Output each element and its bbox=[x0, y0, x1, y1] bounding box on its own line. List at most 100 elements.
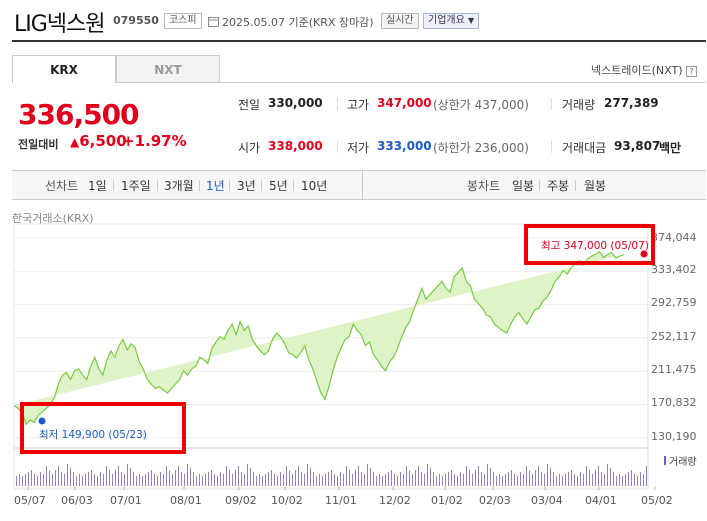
volume-bar bbox=[406, 466, 407, 486]
market-badge: 코스피 bbox=[164, 13, 202, 29]
line-chart-label: 선차트 bbox=[45, 179, 79, 193]
volume-bar bbox=[487, 464, 488, 486]
period-1w[interactable]: 1주일 bbox=[121, 179, 151, 193]
period-5y[interactable]: 5년 bbox=[269, 179, 288, 193]
header-divider bbox=[12, 40, 706, 42]
volume-bar bbox=[178, 466, 179, 486]
volume-bar bbox=[565, 474, 566, 486]
volume-bar bbox=[520, 472, 521, 486]
volume-bar bbox=[289, 470, 290, 486]
period-3m[interactable]: 3개월 bbox=[164, 179, 194, 193]
period-3y[interactable]: 3년 bbox=[237, 179, 256, 193]
period-bar-divider bbox=[362, 170, 363, 200]
volume-bar bbox=[223, 474, 224, 486]
volume-bar bbox=[430, 468, 431, 486]
change-amount: 6,500 bbox=[79, 132, 127, 150]
candle-chart-label: 봉차트 bbox=[467, 179, 501, 193]
volume-bar bbox=[133, 472, 134, 486]
volume-bar bbox=[451, 470, 452, 486]
volume-bar bbox=[142, 476, 143, 486]
stat-amount-value: 93,807 bbox=[614, 139, 661, 153]
volume-bar bbox=[169, 470, 170, 486]
divider bbox=[551, 141, 552, 153]
y-tick-label: 170,832 bbox=[651, 396, 697, 409]
volume-bar bbox=[241, 472, 242, 486]
x-tick-label: 04/01 bbox=[585, 494, 617, 507]
volume-bar bbox=[136, 476, 137, 486]
volume-bar bbox=[580, 472, 581, 486]
realtime-badge[interactable]: 실시간 bbox=[381, 13, 419, 29]
volume-bar bbox=[604, 474, 605, 486]
low-point-marker bbox=[38, 417, 46, 425]
candle-daily[interactable]: 일봉 bbox=[512, 179, 535, 193]
volume-bar bbox=[145, 474, 146, 486]
volume-bar bbox=[508, 472, 509, 486]
volume-bar bbox=[538, 466, 539, 486]
volume-bar bbox=[151, 470, 152, 486]
volume-bar bbox=[460, 472, 461, 486]
volume-bar bbox=[496, 476, 497, 486]
volume-bar bbox=[124, 474, 125, 486]
candle-monthly[interactable]: 월봉 bbox=[584, 179, 607, 193]
volume-bar bbox=[274, 474, 275, 486]
volume-bar bbox=[337, 476, 338, 486]
x-tick-label: 01/02 bbox=[431, 494, 463, 507]
volume-bar bbox=[58, 466, 59, 486]
nextrade-link-label: 넥스트레이드(NXT) bbox=[590, 64, 683, 77]
volume-bar bbox=[421, 472, 422, 486]
volume-bar bbox=[100, 472, 101, 486]
period-10y[interactable]: 10년 bbox=[301, 179, 328, 193]
volume-bar bbox=[67, 464, 68, 486]
volume-bar bbox=[271, 470, 272, 486]
volume-bar bbox=[61, 472, 62, 486]
volume-bar bbox=[535, 470, 536, 486]
volume-bar bbox=[331, 470, 332, 486]
volume-bar bbox=[43, 474, 44, 486]
volume-bar bbox=[25, 474, 26, 486]
volume-bar bbox=[418, 466, 419, 486]
stat-prev-label: 전일 bbox=[238, 98, 261, 112]
volume-bar bbox=[502, 476, 503, 486]
volume-bar bbox=[619, 474, 620, 486]
period-bar bbox=[12, 170, 706, 200]
help-icon[interactable]: ? bbox=[686, 66, 697, 77]
divider bbox=[116, 137, 117, 149]
volume-bar bbox=[490, 468, 491, 486]
volume-bar bbox=[322, 476, 323, 486]
tab-nxt[interactable]: NXT bbox=[116, 55, 220, 83]
volume-bar bbox=[463, 474, 464, 486]
x-tick-label: 10/02 bbox=[271, 494, 303, 507]
company-info-button[interactable]: 기업개요 ▼ bbox=[423, 13, 480, 29]
divider bbox=[293, 180, 294, 191]
volume-bar bbox=[424, 474, 425, 486]
tab-krx[interactable]: KRX bbox=[12, 55, 116, 83]
volume-bar bbox=[295, 470, 296, 486]
volume-bar bbox=[211, 470, 212, 486]
high-annotation-box bbox=[524, 224, 655, 265]
period-1y[interactable]: 1년 bbox=[206, 179, 225, 193]
volume-bar bbox=[628, 472, 629, 486]
data-source-label: 한국거래소(KRX) bbox=[12, 212, 94, 225]
volume-bar bbox=[163, 474, 164, 486]
volume-bar bbox=[403, 474, 404, 486]
volume-bar bbox=[427, 464, 428, 486]
volume-bar bbox=[115, 470, 116, 486]
stat-prev-value: 330,000 bbox=[268, 96, 323, 110]
nextrade-link[interactable]: 넥스트레이드(NXT) ? bbox=[591, 62, 697, 78]
period-1d[interactable]: 1일 bbox=[88, 179, 107, 193]
volume-bar bbox=[622, 476, 623, 486]
volume-bar bbox=[277, 476, 278, 486]
volume-bar bbox=[610, 468, 611, 486]
volume-bar bbox=[148, 472, 149, 486]
high-annotation: 최고 347,000 (05/07) bbox=[541, 240, 649, 252]
volume-bar bbox=[544, 474, 545, 486]
volume-bar bbox=[505, 474, 506, 486]
volume-bar bbox=[379, 474, 380, 486]
volume-bar bbox=[388, 472, 389, 486]
x-tick-label: 02/03 bbox=[479, 494, 511, 507]
candle-weekly[interactable]: 주봉 bbox=[547, 179, 570, 193]
x-tick-label: 03/04 bbox=[531, 494, 563, 507]
volume-bar bbox=[160, 472, 161, 486]
volume-bar bbox=[553, 472, 554, 486]
volume-bar bbox=[364, 474, 365, 486]
